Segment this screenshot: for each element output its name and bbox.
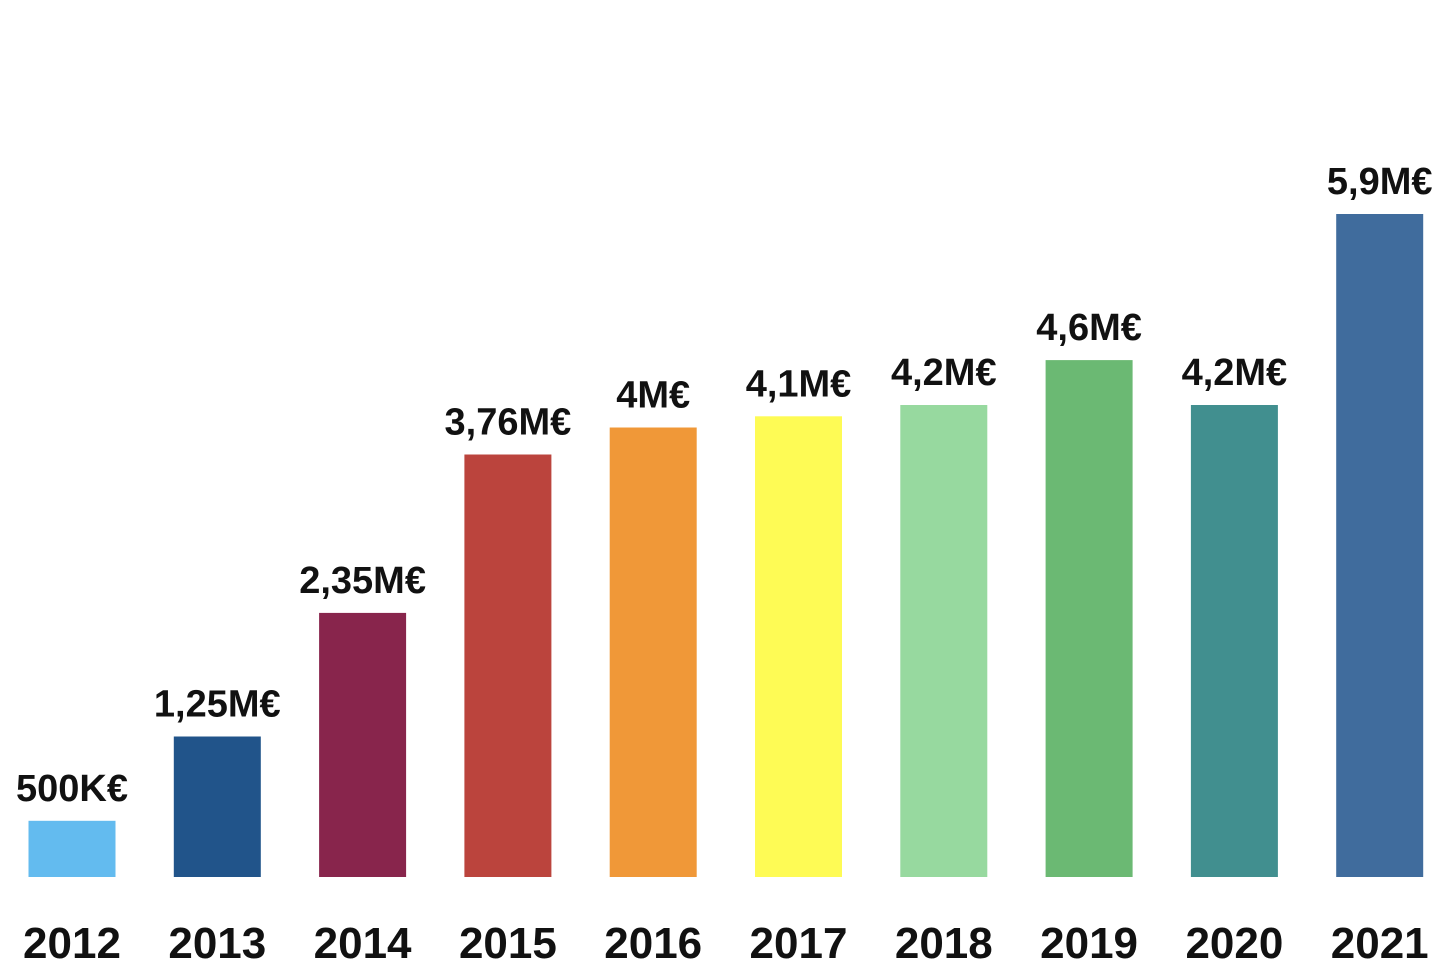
data-label-2013: 1,25M€ <box>154 684 281 726</box>
bar-2019 <box>1046 360 1133 877</box>
data-label-2015: 3,76M€ <box>445 402 572 444</box>
bars-group <box>29 214 1424 877</box>
data-label-2014: 2,35M€ <box>299 560 426 602</box>
data-label-2017: 4,1M€ <box>746 363 852 405</box>
bar-2013 <box>174 737 261 878</box>
x-tick-label-2021: 2021 <box>1331 919 1429 968</box>
data-label-2020: 4,2M€ <box>1182 352 1288 394</box>
x-tick-label-2019: 2019 <box>1040 919 1138 968</box>
x-tick-label-2016: 2016 <box>604 919 702 968</box>
x-tick-labels-group: 2012 2013 2014 2015 2016 2017 2018 2019 2020 2021 <box>23 919 1429 968</box>
bar-2017 <box>755 416 842 877</box>
data-label-2021: 5,9M€ <box>1327 161 1433 203</box>
bar-2018 <box>900 405 987 877</box>
data-label-2012: 500K€ <box>16 768 128 810</box>
bar-2020 <box>1191 405 1278 877</box>
data-label-2019: 4,6M€ <box>1036 307 1142 349</box>
bar-2021 <box>1336 214 1423 877</box>
x-tick-label-2018: 2018 <box>895 919 993 968</box>
bar-2016 <box>610 428 697 878</box>
x-tick-label-2017: 2017 <box>750 919 848 968</box>
bar-2012 <box>29 821 116 877</box>
x-tick-label-2020: 2020 <box>1185 919 1283 968</box>
data-label-2016: 4M€ <box>616 375 690 417</box>
bar-chart: 500K€ 1,25M€ 2,35M€ 3,76M€ 4M€ 4,1M€ 4,2M€ 4,6M… <box>0 0 1456 980</box>
x-tick-label-2015: 2015 <box>459 919 557 968</box>
x-tick-label-2012: 2012 <box>23 919 121 968</box>
bar-2014 <box>319 613 406 877</box>
data-label-2018: 4,2M€ <box>891 352 997 394</box>
x-tick-label-2013: 2013 <box>168 919 266 968</box>
x-tick-label-2014: 2014 <box>314 919 412 968</box>
bar-2015 <box>464 455 551 878</box>
